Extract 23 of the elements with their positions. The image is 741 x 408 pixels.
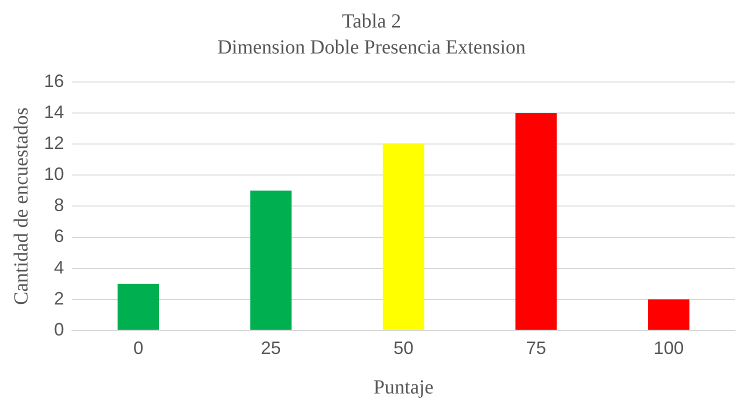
y-tick-label: 12 xyxy=(44,133,64,154)
chart-title: Tabla 2 xyxy=(342,10,402,32)
x-axis-title: Puntaje xyxy=(374,376,434,398)
y-tick-label: 10 xyxy=(44,164,64,184)
y-tick-label: 6 xyxy=(54,226,64,246)
y-tick-label: 2 xyxy=(54,288,64,308)
y-tick-label: 14 xyxy=(44,102,64,122)
bar xyxy=(515,113,557,330)
bar xyxy=(250,190,292,330)
y-tick-label: 16 xyxy=(44,70,64,91)
x-tick-label: 25 xyxy=(260,338,281,358)
x-tick-label: 50 xyxy=(393,338,414,358)
x-tick-label: 75 xyxy=(526,338,546,358)
y-axis-title: Cantidad de encuestados xyxy=(10,107,32,306)
bar xyxy=(648,299,690,330)
x-tick-label: 0 xyxy=(133,338,144,358)
y-tick-label: 4 xyxy=(54,257,64,278)
y-tick-label: 0 xyxy=(54,319,64,340)
y-tick-label: 8 xyxy=(54,195,64,216)
chart-subtitle: Dimension Doble Presencia Extension xyxy=(217,36,526,58)
x-tick-label: 100 xyxy=(654,338,684,358)
bar xyxy=(382,144,424,330)
bar xyxy=(118,284,160,330)
